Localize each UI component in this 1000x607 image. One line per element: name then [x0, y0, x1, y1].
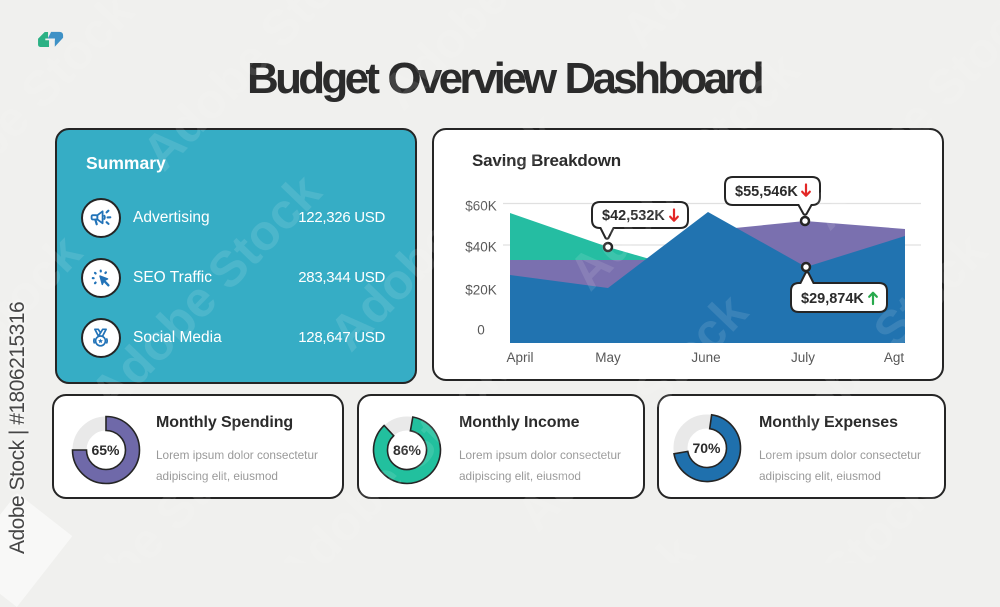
svg-text:Agt: Agt	[884, 350, 905, 365]
svg-text:May: May	[595, 350, 621, 365]
svg-text:$60K: $60K	[465, 199, 497, 214]
svg-text:$42,532K: $42,532K	[602, 208, 665, 224]
svg-text:April: April	[506, 350, 533, 365]
svg-text:$20K: $20K	[465, 283, 497, 298]
svg-text:June: June	[691, 350, 720, 365]
svg-text:$55,546K: $55,546K	[735, 184, 798, 200]
svg-text:0: 0	[477, 323, 485, 338]
svg-text:July: July	[791, 350, 815, 365]
svg-text:$40K: $40K	[465, 240, 497, 255]
svg-text:$29,874K: $29,874K	[801, 291, 864, 307]
